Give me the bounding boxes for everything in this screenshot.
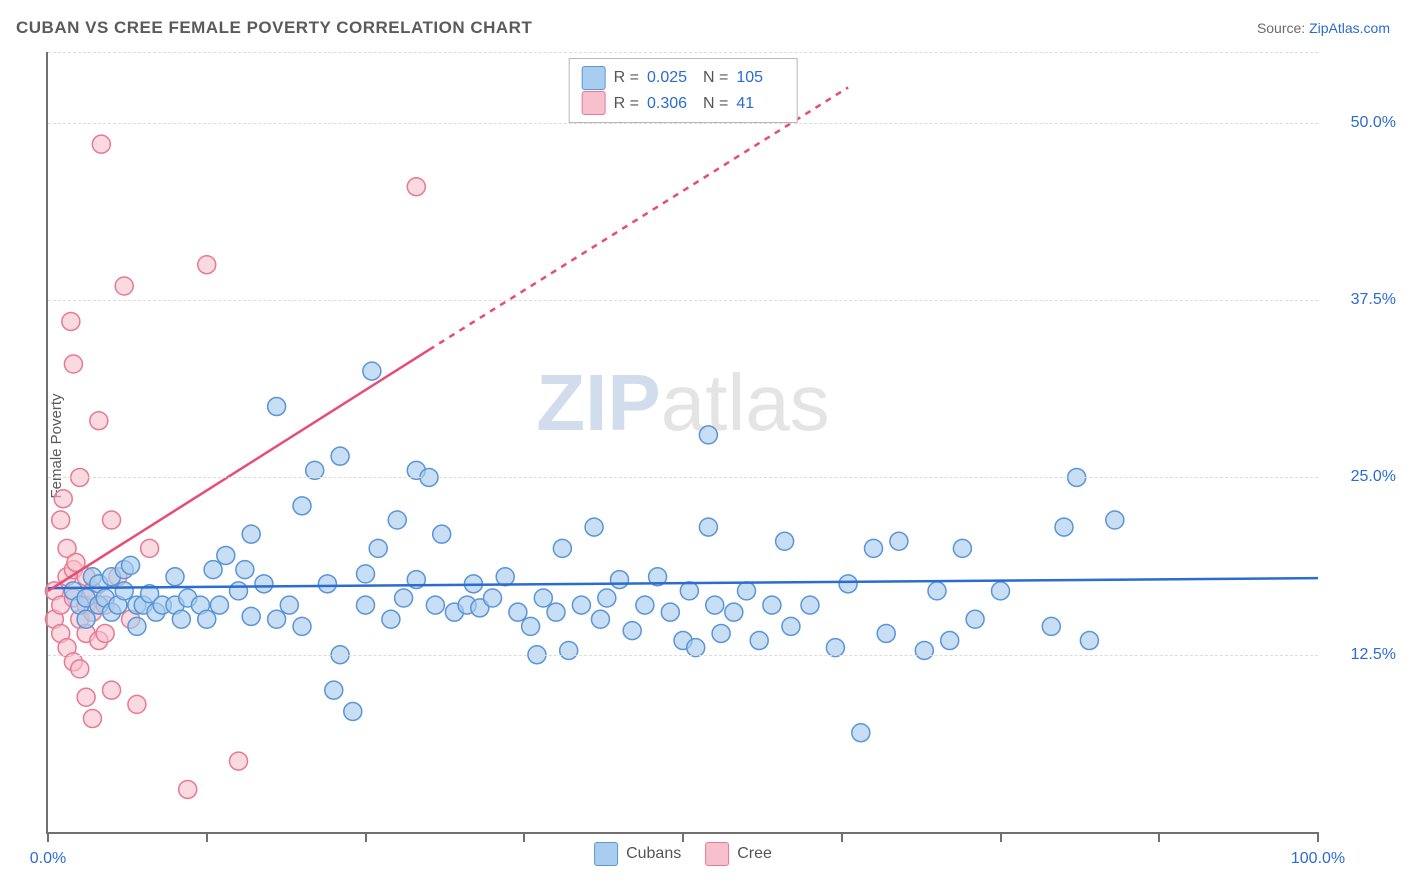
y-tick-label: 37.5% (1351, 291, 1396, 309)
plot-svg (48, 52, 1318, 832)
x-tick-label: 100.0% (1291, 850, 1345, 868)
source-prefix: Source: (1257, 20, 1309, 36)
swatch-cubans (582, 66, 606, 90)
legend-stats: R = 0.025 N = 105 R = 0.306 N = 41 (569, 58, 798, 123)
y-tick-label: 12.5% (1351, 646, 1396, 664)
y-tick-label: 25.0% (1351, 468, 1396, 486)
chart-title: CUBAN VS CREE FEMALE POVERTY CORRELATION… (16, 18, 532, 38)
chart-header: CUBAN VS CREE FEMALE POVERTY CORRELATION… (16, 18, 1390, 38)
legend-N-label: N = (703, 65, 728, 91)
legend-cree-N: 41 (736, 91, 784, 117)
legend-cubans-label: Cubans (626, 845, 681, 863)
legend-N-label-2: N = (703, 91, 728, 117)
legend-series: Cubans Cree (594, 842, 772, 866)
swatch-cree (582, 91, 606, 115)
legend-stats-row-cubans: R = 0.025 N = 105 (582, 65, 785, 91)
legend-item-cubans: Cubans (594, 842, 681, 866)
legend-cubans-R: 0.025 (647, 65, 695, 91)
swatch-cree-bottom (705, 842, 729, 866)
legend-cubans-N: 105 (736, 65, 784, 91)
legend-R-label: R = (614, 65, 639, 91)
source-link[interactable]: ZipAtlas.com (1309, 20, 1390, 36)
chart-source: Source: ZipAtlas.com (1257, 20, 1390, 36)
legend-R-label-2: R = (614, 91, 639, 117)
swatch-cubans-bottom (594, 842, 618, 866)
x-tick-label: 0.0% (30, 850, 66, 868)
scatter-plot: ZIPatlas R = 0.025 N = 105 R = 0.306 N =… (46, 52, 1318, 834)
legend-stats-row-cree: R = 0.306 N = 41 (582, 91, 785, 117)
legend-cree-label: Cree (737, 845, 772, 863)
legend-item-cree: Cree (705, 842, 772, 866)
y-tick-label: 50.0% (1351, 114, 1396, 132)
legend-cree-R: 0.306 (647, 91, 695, 117)
